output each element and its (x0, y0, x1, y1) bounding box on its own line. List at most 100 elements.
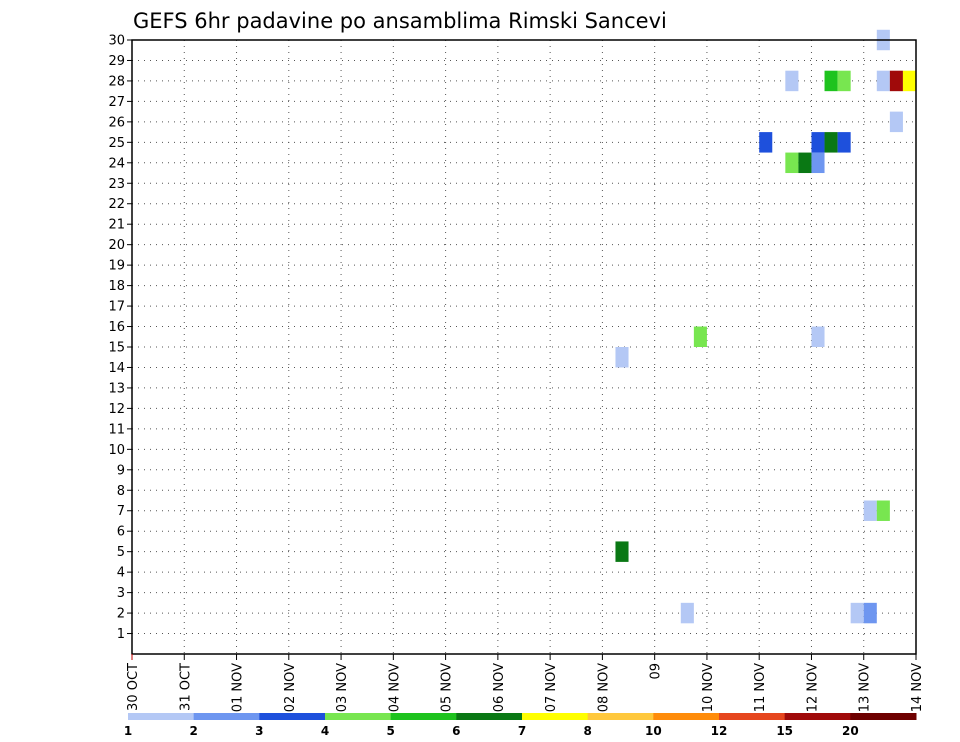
legend-swatch (850, 713, 917, 720)
data-cell (837, 70, 851, 92)
x-tick-label: 31 OCT (178, 663, 193, 711)
data-cells (615, 29, 916, 624)
legend-label: 12 (711, 724, 728, 738)
legend-swatch (719, 713, 786, 720)
y-tick-label: 13 (108, 381, 125, 396)
y-tick-label: 25 (108, 136, 125, 151)
data-cell (615, 347, 629, 368)
legend-swatch (259, 713, 326, 720)
y-tick-label: 5 (117, 545, 125, 560)
x-tick-label: 01 NOV (231, 663, 246, 712)
data-cell (889, 111, 903, 133)
legend-label: 15 (776, 724, 793, 738)
y-tick-label: 27 (108, 95, 125, 110)
data-cell (811, 152, 825, 174)
legend-label: 10 (645, 724, 662, 738)
y-tick-label: 30 (108, 34, 125, 49)
data-cell (863, 500, 877, 521)
data-cell (798, 152, 812, 174)
y-tick-label: 23 (108, 177, 125, 192)
y-tick-label: 11 (108, 422, 125, 437)
legend-label: 6 (452, 724, 460, 738)
y-tick-label: 17 (108, 300, 125, 315)
legend-swatch (390, 713, 457, 720)
chart-title: GEFS 6hr padavine po ansamblima Rimski S… (133, 9, 667, 33)
y-axis: 1234567891011121314151617181920212223242… (108, 34, 132, 642)
legend-label: 8 (583, 724, 591, 738)
x-tick-label: 30 OCT (126, 663, 141, 711)
data-cell (680, 602, 694, 624)
legend-label: 5 (386, 724, 394, 738)
y-tick-label: 26 (108, 115, 125, 130)
data-cell (902, 70, 916, 92)
data-cell (837, 132, 851, 153)
x-tick-label: 08 NOV (596, 663, 611, 712)
data-cell (889, 70, 903, 92)
y-tick-label: 6 (117, 525, 125, 540)
y-tick-label: 18 (108, 279, 125, 294)
x-tick-label: 07 NOV (544, 663, 559, 712)
data-cell (876, 70, 890, 92)
x-tick-label: 03 NOV (335, 663, 350, 712)
y-tick-label: 19 (108, 259, 125, 274)
y-tick-label: 9 (117, 463, 125, 478)
y-tick-label: 24 (108, 156, 125, 171)
x-tick-label: 13 NOV (858, 663, 873, 712)
x-tick-label: 14 NOV (910, 663, 925, 712)
grid-lines (132, 39, 916, 654)
x-tick-label: 06 NOV (492, 663, 507, 712)
legend-swatch (325, 713, 392, 720)
x-tick-label: 09 (649, 663, 664, 680)
x-axis: 30 OCT 31 OCT 01 NOV 02 NOV 03 NOV 04 NOV 05 N… (126, 654, 925, 712)
data-cell (824, 70, 838, 92)
legend-label: 2 (189, 724, 197, 738)
data-cell (811, 132, 825, 153)
x-tick-label: 11 NOV (753, 663, 768, 712)
data-cell (615, 541, 629, 562)
y-tick-label: 10 (108, 443, 125, 458)
y-tick-label: 15 (108, 341, 125, 356)
color-legend: 1 2 3 4 5 6 7 8 10 12 15 20 (124, 713, 917, 738)
legend-label: 1 (124, 724, 132, 738)
legend-swatch (522, 713, 589, 720)
legend-swatch (587, 713, 654, 720)
y-tick-label: 4 (117, 566, 125, 581)
y-tick-label: 28 (108, 74, 125, 89)
y-tick-label: 29 (108, 54, 125, 69)
y-tick-label: 8 (117, 484, 125, 499)
data-cell (693, 326, 707, 347)
legend-label: 4 (321, 724, 329, 738)
y-tick-label: 3 (117, 586, 125, 601)
y-tick-label: 2 (117, 607, 125, 622)
data-cell (811, 326, 825, 347)
y-tick-label: 16 (108, 320, 125, 335)
y-tick-label: 7 (117, 504, 125, 519)
y-tick-label: 12 (108, 402, 125, 417)
y-tick-label: 20 (108, 238, 125, 253)
y-tick-label: 14 (108, 361, 125, 376)
y-tick-label: 22 (108, 197, 125, 212)
x-tick-label: 10 NOV (701, 663, 716, 712)
data-cell (785, 70, 799, 92)
legend-swatch (784, 713, 851, 720)
data-cell (863, 602, 877, 624)
legend-swatch (456, 713, 523, 720)
data-cell (759, 132, 773, 153)
data-cell (850, 602, 864, 624)
legend-label: 3 (255, 724, 263, 738)
x-tick-label: 02 NOV (283, 663, 298, 712)
legend-swatch (653, 713, 720, 720)
x-tick-label: 12 NOV (805, 663, 820, 712)
x-tick-label: 04 NOV (387, 663, 402, 712)
data-cell (824, 132, 838, 153)
legend-swatch (193, 713, 260, 720)
data-cell (876, 500, 890, 521)
y-tick-label: 1 (117, 627, 125, 642)
legend-swatch (128, 713, 195, 720)
legend-label: 7 (518, 724, 526, 738)
x-tick-label: 05 NOV (440, 663, 455, 712)
legend-label: 20 (842, 724, 859, 738)
y-tick-label: 21 (108, 218, 125, 233)
data-cell (785, 152, 799, 174)
